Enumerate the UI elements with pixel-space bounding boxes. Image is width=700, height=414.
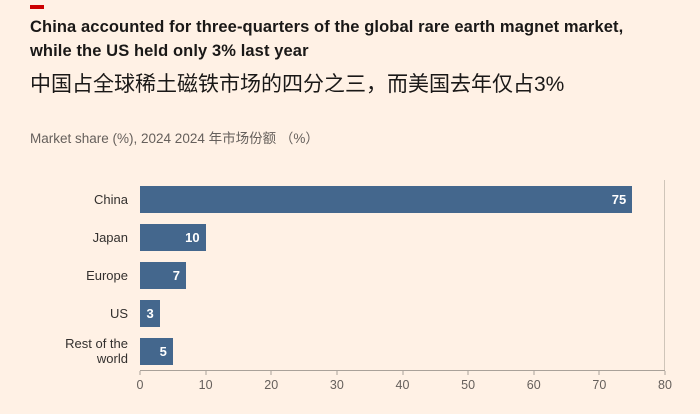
chart-title-en: China accounted for three-quarters of th…: [30, 15, 623, 63]
bar-track: 7: [140, 261, 665, 289]
bar-value-label: 3: [146, 305, 154, 321]
axis-tick-label: 20: [264, 378, 279, 392]
axis-tick: [402, 371, 403, 375]
axis-tick: [139, 371, 141, 375]
bar-row: Japan 10: [35, 218, 665, 256]
axis-tick: [598, 371, 600, 375]
bar-row: US 3: [35, 294, 665, 332]
bar-category-label: Europe: [86, 267, 128, 283]
bar-row: Rest of the world 5: [35, 332, 665, 370]
axis-tick-label: 70: [592, 378, 607, 392]
bar-track: 3: [140, 299, 665, 327]
chart-rows: China 75 Japan 10 Europe 7 US 3 Rest of the worl…: [35, 180, 665, 370]
bar-category-label: Rest of the world: [65, 336, 128, 366]
bar: 75: [140, 185, 633, 213]
bar-value-label: 7: [172, 267, 180, 283]
bar-track: 75: [140, 185, 665, 213]
bar-chart: China 75 Japan 10 Europe 7 US 3 Rest of the worl…: [35, 180, 672, 395]
bar-row: Europe 7: [35, 256, 665, 294]
bar-value-label: 10: [185, 229, 200, 245]
axis-tick-label: 10: [198, 378, 213, 392]
bar-track: 5: [140, 337, 665, 365]
x-axis: 0 10 20 30 40 50 60 70 80: [136, 370, 672, 395]
axis-tick: [533, 371, 535, 375]
axis-tick: [270, 371, 272, 375]
axis-tick: [336, 371, 338, 375]
plot-right-gridline: [664, 180, 665, 370]
chart-title-en-line2: while the US held only 3% last year: [30, 42, 309, 60]
axis-tick-label: 80: [658, 378, 672, 392]
bar-category-label: China: [94, 191, 128, 207]
bar: 10: [140, 223, 206, 251]
chart-title-zh: 中国占全球稀土磁铁市场的四分之三，而美国去年仅占3%: [30, 73, 565, 96]
bar-value-label: 5: [159, 343, 167, 359]
bar-category-label: US: [109, 305, 128, 321]
bar: 7: [140, 261, 186, 289]
bar: 3: [140, 299, 160, 327]
chart-title-en-line1: China accounted for three-quarters of th…: [30, 18, 624, 36]
axis-tick-label: 0: [136, 378, 144, 392]
accent-bar: [30, 5, 44, 9]
axis-tick-label: 50: [461, 378, 476, 392]
axis-tick-label: 60: [526, 378, 541, 392]
bar-value-label: 75: [611, 191, 627, 207]
bar-track: 10: [140, 223, 665, 251]
chart-subtitle: Market share (%), 2024 2024 年市场份额 （%）: [30, 131, 319, 146]
bar: 5: [140, 337, 173, 365]
bar-category-label: Japan: [92, 229, 128, 245]
axis-tick-label: 40: [395, 378, 410, 392]
axis-tick-label: 30: [329, 378, 344, 392]
axis-tick: [467, 371, 469, 375]
axis-tick: [664, 371, 666, 375]
bar-row: China 75: [35, 180, 665, 218]
axis-tick: [205, 371, 207, 375]
